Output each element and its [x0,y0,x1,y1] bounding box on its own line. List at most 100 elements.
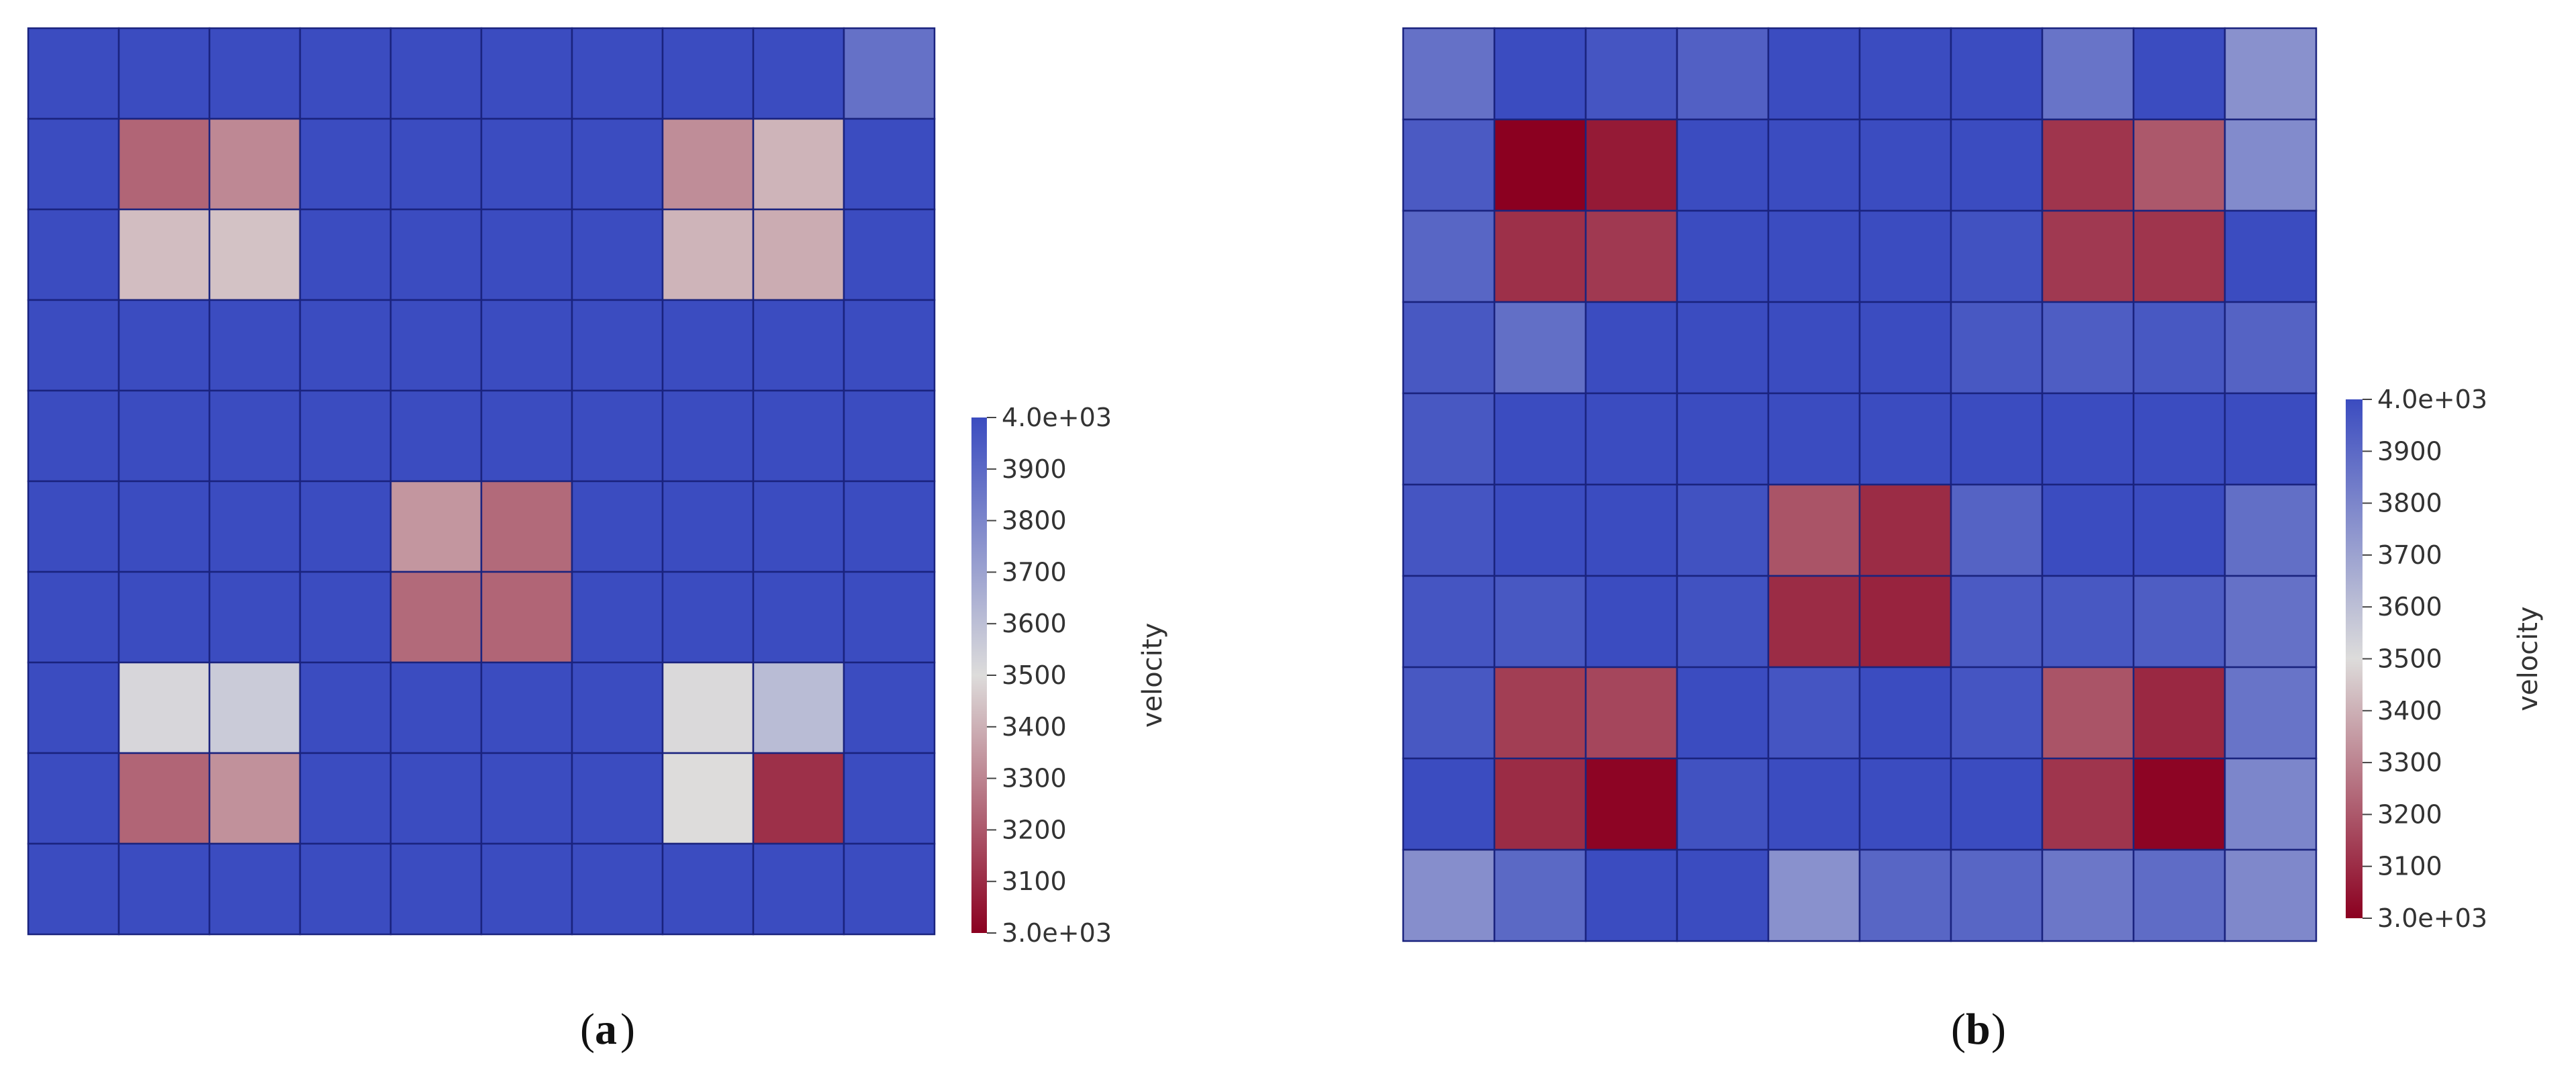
colorbar-ticks-b [2363,399,2372,919]
heatmap-cell [1676,483,1770,577]
heatmap-cell [661,389,755,483]
heatmap-cell [27,571,120,664]
heatmap-cell [661,752,755,845]
heatmap-cell [480,752,573,845]
heatmap-cell [752,389,845,483]
heatmap-cell [1402,483,1496,577]
heatmap-cell [27,27,120,120]
heatmap-cell [1858,483,1952,577]
heatmap-cell [2132,575,2226,669]
heatmap-cell [1493,757,1587,851]
heatmap-cell [661,571,755,664]
heatmap-cell [2224,392,2318,486]
heatmap-cell [2132,483,2226,577]
heatmap-cell [1858,575,1952,669]
colorbar-tick-label: 3100 [2377,852,2442,881]
heatmap-cell [571,752,664,845]
heatmap-cell [1584,118,1678,212]
colorbar-tick-label: 3500 [2377,644,2442,674]
heatmap-cell [1584,848,1678,942]
colorbar-tick-label: 3700 [1002,557,1067,587]
colorbar-b: 4.0e+03 3.0e+03 3100 3200 3300 3400 3500… [2346,385,2544,933]
heatmap-cell [299,117,392,211]
colorbar-tick-label: 3600 [1002,609,1067,638]
heatmap-cell [480,842,573,936]
heatmap-cell [1858,757,1952,851]
colorbar-tick-label: 3200 [2377,799,2442,829]
panel-label-b: b [1966,1005,1991,1054]
heatmap-cell [208,208,301,301]
heatmap-cell [208,571,301,664]
heatmap-cell [571,389,664,483]
panel-b: 4.0e+03 3.0e+03 3100 3200 3300 3400 3500… [1402,27,2544,1054]
heatmap-cell [843,842,936,936]
heatmap-cell [208,661,301,754]
colorbar-tick-label: 3400 [1002,712,1067,742]
heatmap-cell [1950,392,2044,486]
heatmap-cell [843,299,936,392]
colorbar-tick-label: 3500 [1002,660,1067,690]
heatmap-cell [117,842,211,936]
heatmap-cell [2132,848,2226,942]
heatmap-cell [480,480,573,573]
panel-label-b-close: ) [1991,1005,2006,1054]
heatmap-cell [208,480,301,573]
heatmap-cell [1402,209,1496,303]
heatmap-cell [208,27,301,120]
heatmap-cell [2224,27,2318,121]
heatmap-cell [117,117,211,211]
heatmap-cell [571,842,664,936]
colorbar-max-label-a: 4.0e+03 [1002,403,1112,432]
heatmap-cell [208,842,301,936]
heatmap-cell [843,661,936,754]
heatmap-cell [299,661,392,754]
heatmap-cell [117,299,211,392]
heatmap-cell [1493,209,1587,303]
heatmap-cell [1584,27,1678,121]
heatmap-cell [2041,666,2135,760]
heatmap-cell [1767,27,1861,121]
heatmap-cell [1493,27,1587,121]
heatmap-cell [299,299,392,392]
heatmap-cell [1676,301,1770,395]
heatmap-cell [299,571,392,664]
heatmap-cell [27,208,120,301]
heatmap-cell [389,480,483,573]
panel-a: 4.0e+03 3.0e+03 3100 3200 3300 3400 3500… [27,27,1168,1054]
heatmap-cell [389,27,483,120]
heatmap-cell [1858,209,1952,303]
heatmap-cell [1767,392,1861,486]
heatmap-cell [1493,301,1587,395]
heatmap-cell [1858,848,1952,942]
colorbar-tick-label: 3700 [2377,540,2442,570]
heatmap-cell [480,389,573,483]
heatmap-cell [2132,118,2226,212]
heatmap-cell [661,117,755,211]
heatmap-cell [843,208,936,301]
colorbar-tick-label: 3900 [1002,454,1067,484]
heatmap-cell [389,842,483,936]
heatmap-cell [1858,392,1952,486]
heatmap-cell [1950,575,2044,669]
heatmap-cell [1402,848,1496,942]
heatmap-cell [299,389,392,483]
colorbar-max-label-b: 4.0e+03 [2377,385,2487,414]
heatmap-cell [117,208,211,301]
heatmap-cell [117,27,211,120]
heatmap-cell [1858,301,1952,395]
heatmap-cell [389,661,483,754]
heatmap-cell [1950,209,2044,303]
heatmap-cell [1950,848,2044,942]
heatmap-cell [2132,666,2226,760]
panel-label-a-close: ) [620,1005,635,1054]
heatmap-cell [843,752,936,845]
heatmap-cell [752,842,845,936]
heatmap-cell [752,480,845,573]
colorbar-min-label-b: 3.0e+03 [2377,903,2487,933]
heatmap-cell [208,117,301,211]
heatmap-cell [27,752,120,845]
colorbar-tick-label: 3900 [2377,436,2442,466]
heatmap-cell [752,752,845,845]
heatmap-cell [843,389,936,483]
heatmap-cell [27,480,120,573]
